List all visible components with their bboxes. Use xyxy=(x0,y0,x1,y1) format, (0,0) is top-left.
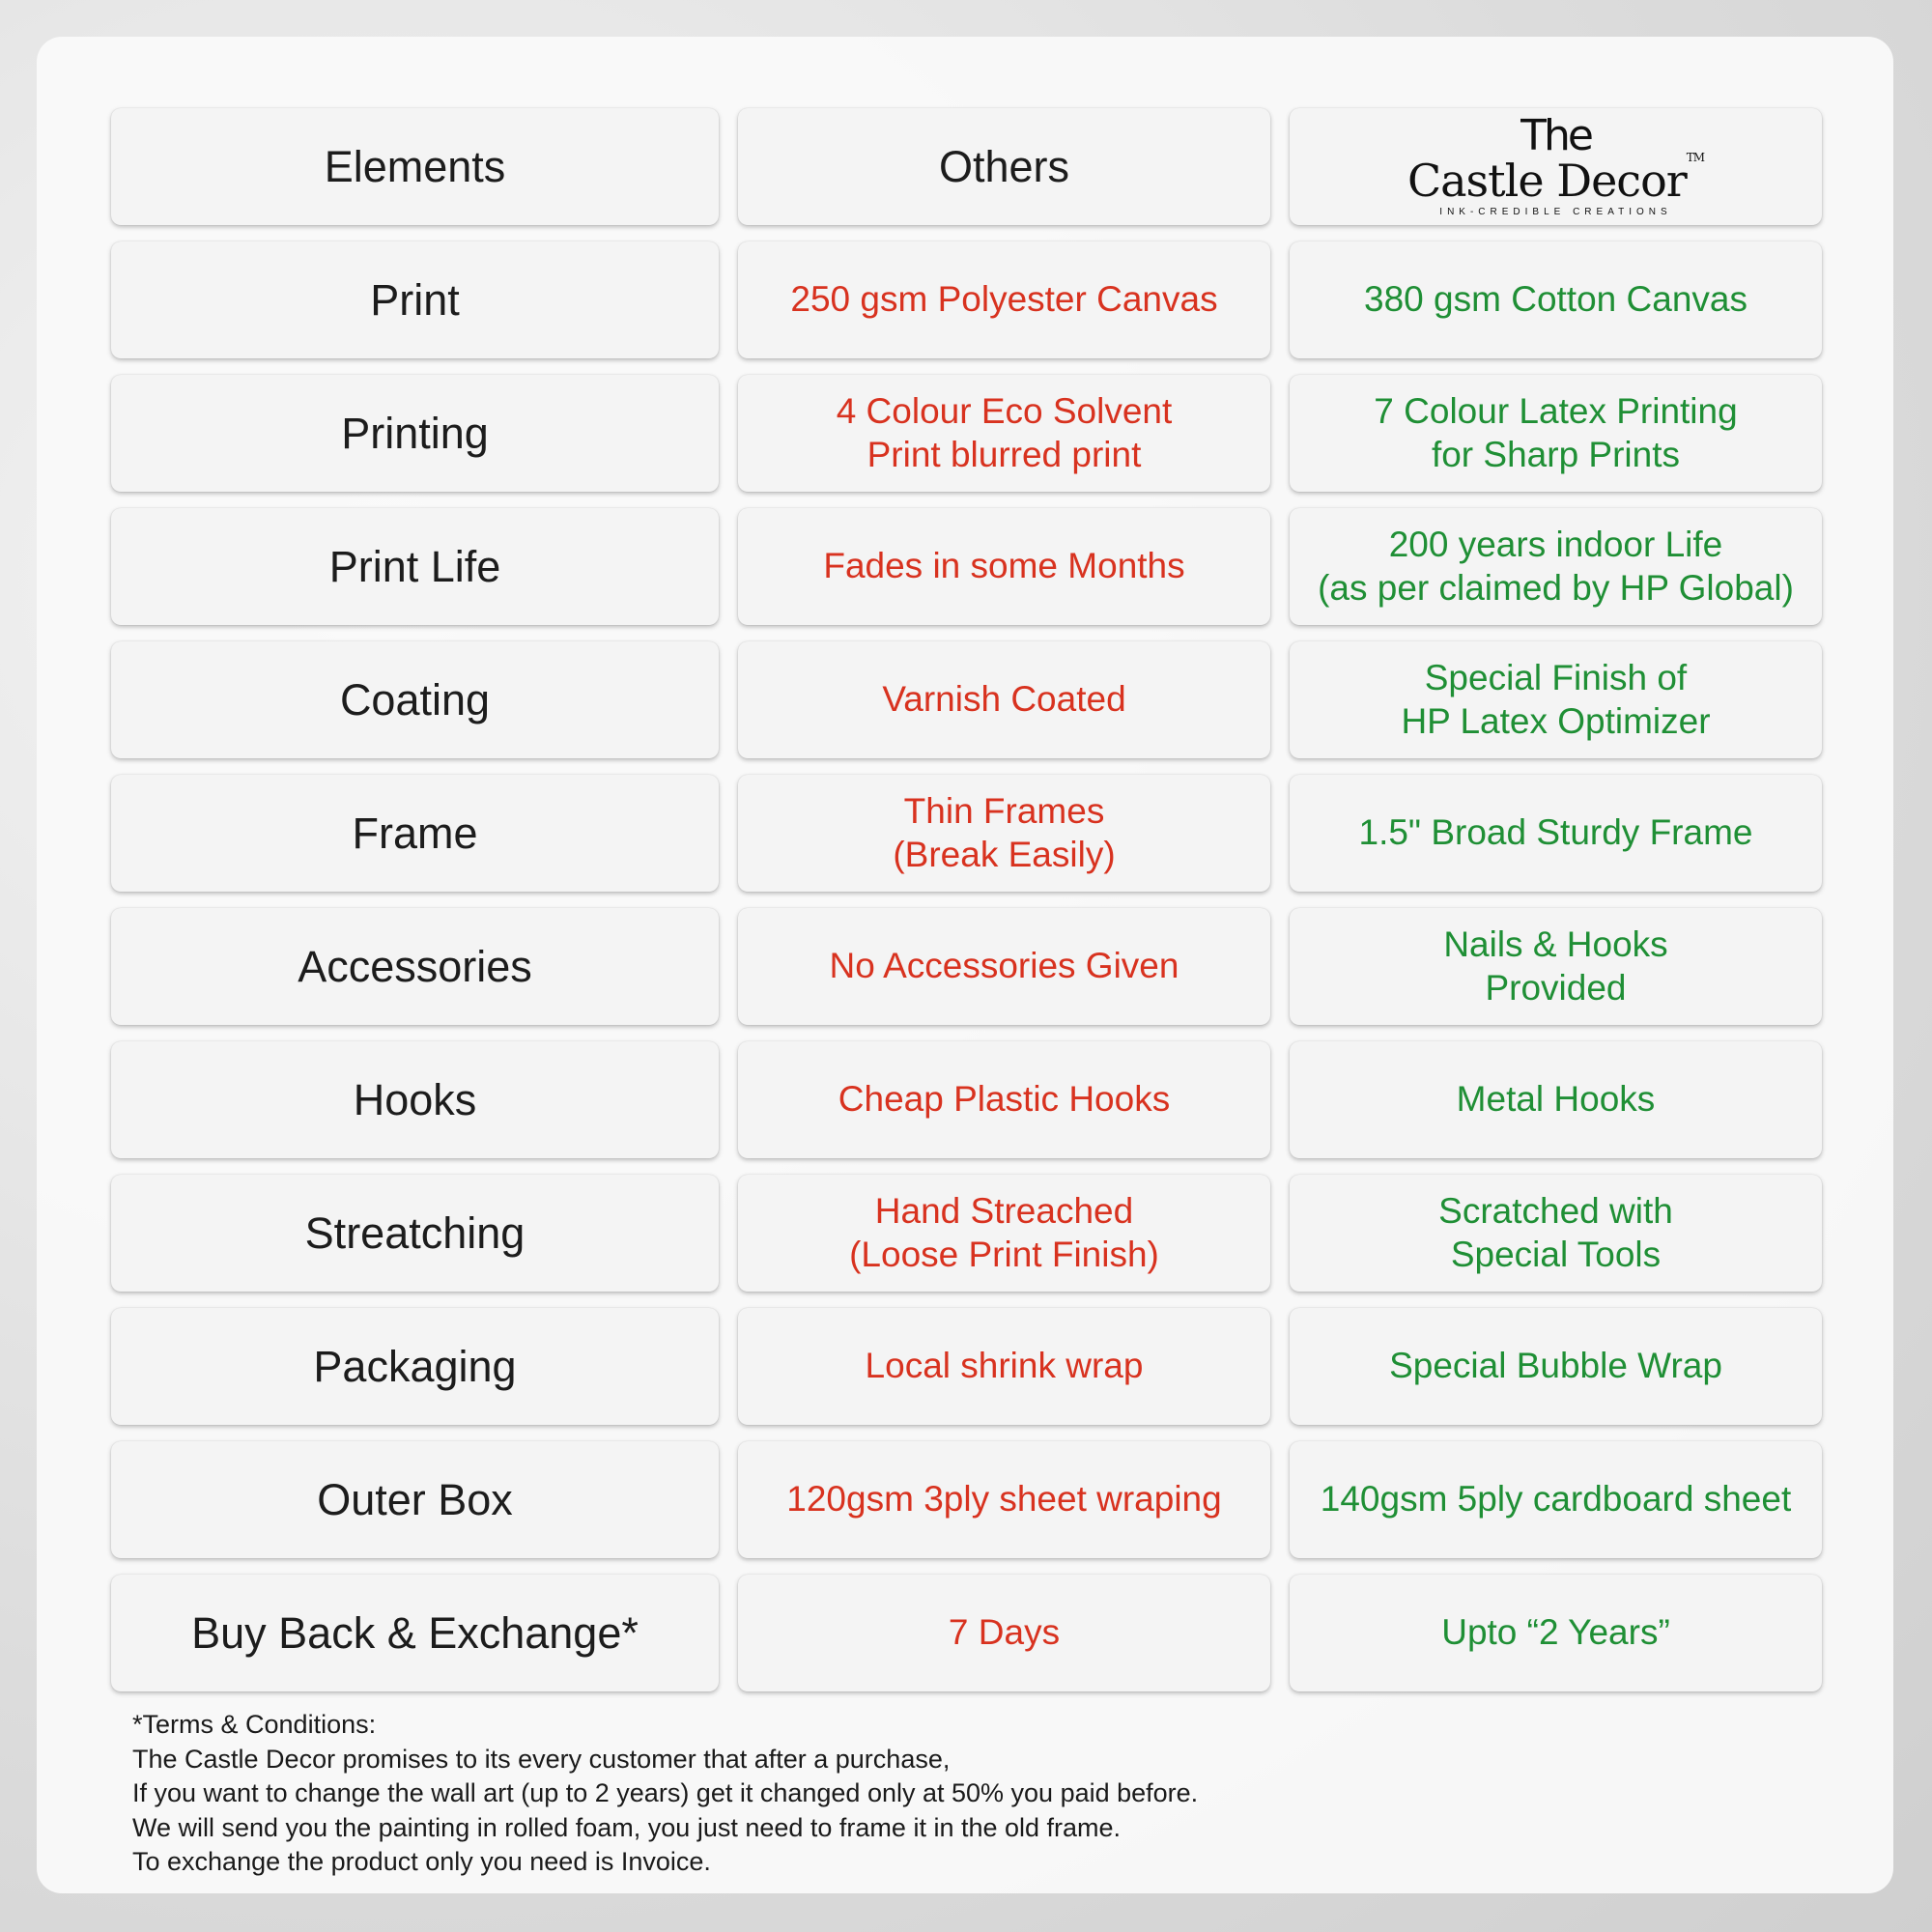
castle-decor-cell: 1.5" Broad Sturdy Frame xyxy=(1290,775,1822,892)
header-elements: Elements xyxy=(111,108,719,225)
element-cell: Print xyxy=(111,242,719,358)
others-cell: Cheap Plastic Hooks xyxy=(738,1041,1270,1158)
others-cell: Local shrink wrap xyxy=(738,1308,1270,1425)
element-cell: Buy Back & Exchange* xyxy=(111,1575,719,1691)
castle-decor-cell: 7 Colour Latex Printing for Sharp Prints xyxy=(1290,375,1822,492)
castle-decor-cell: 140gsm 5ply cardboard sheet xyxy=(1290,1441,1822,1558)
element-cell: Streatching xyxy=(111,1175,719,1292)
header-others: Others xyxy=(738,108,1270,225)
element-cell: Coating xyxy=(111,641,719,758)
others-cell: No Accessories Given xyxy=(738,908,1270,1025)
castle-decor-cell: Scratched with Special Tools xyxy=(1290,1175,1822,1292)
element-cell: Print Life xyxy=(111,508,719,625)
castle-decor-cell: Special Finish of HP Latex Optimizer xyxy=(1290,641,1822,758)
others-cell: Fades in some Months xyxy=(738,508,1270,625)
comparison-table: Elements Others The Castle DecorTM INK-C… xyxy=(111,108,1822,1691)
others-cell: Thin Frames (Break Easily) xyxy=(738,775,1270,892)
brand-logo: The Castle DecorTM INK-CREDIBLE CREATION… xyxy=(1406,111,1705,218)
element-cell: Packaging xyxy=(111,1308,719,1425)
others-cell: Varnish Coated xyxy=(738,641,1270,758)
element-cell: Printing xyxy=(111,375,719,492)
castle-decor-cell: 200 years indoor Life (as per claimed by… xyxy=(1290,508,1822,625)
terms-title: *Terms & Conditions: xyxy=(132,1710,377,1739)
castle-decor-cell: Nails & Hooks Provided xyxy=(1290,908,1822,1025)
terms-line: To exchange the product only you need is… xyxy=(132,1847,711,1876)
trademark-mark: TM xyxy=(1686,151,1705,164)
castle-decor-cell: Metal Hooks xyxy=(1290,1041,1822,1158)
others-cell: 7 Days xyxy=(738,1575,1270,1691)
castle-decor-cell: Upto “2 Years” xyxy=(1290,1575,1822,1691)
terms-line: If you want to change the wall art (up t… xyxy=(132,1778,1199,1807)
others-cell: 120gsm 3ply sheet wraping xyxy=(738,1441,1270,1558)
element-cell: Frame xyxy=(111,775,719,892)
element-cell: Hooks xyxy=(111,1041,719,1158)
terms-line: The Castle Decor promises to its every c… xyxy=(132,1744,951,1774)
terms-and-conditions: *Terms & Conditions: The Castle Decor pr… xyxy=(132,1708,1198,1880)
terms-line: We will send you the painting in rolled … xyxy=(132,1812,1122,1842)
others-cell: 250 gsm Polyester Canvas xyxy=(738,242,1270,358)
others-cell: 4 Colour Eco Solvent Print blurred print xyxy=(738,375,1270,492)
castle-decor-cell: Special Bubble Wrap xyxy=(1290,1308,1822,1425)
element-cell: Outer Box xyxy=(111,1441,719,1558)
castle-decor-cell: 380 gsm Cotton Canvas xyxy=(1290,242,1822,358)
others-cell: Hand Streached (Loose Print Finish) xyxy=(738,1175,1270,1292)
header-brand-logo: The Castle DecorTM INK-CREDIBLE CREATION… xyxy=(1290,108,1822,225)
element-cell: Accessories xyxy=(111,908,719,1025)
